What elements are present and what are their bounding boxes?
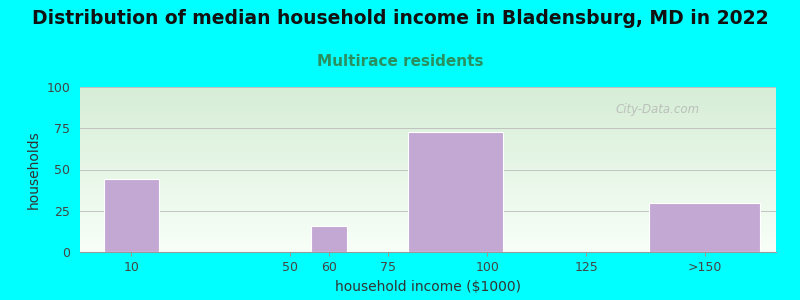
Text: Multirace residents: Multirace residents: [317, 54, 483, 69]
Text: Distribution of median household income in Bladensburg, MD in 2022: Distribution of median household income …: [32, 9, 768, 28]
Bar: [650, 202, 760, 252]
X-axis label: household income ($1000): household income ($1000): [335, 280, 521, 294]
Bar: [311, 226, 347, 252]
Text: City-Data.com: City-Data.com: [616, 103, 700, 116]
Bar: [408, 131, 503, 252]
Y-axis label: households: households: [27, 130, 41, 209]
Bar: [104, 179, 159, 252]
